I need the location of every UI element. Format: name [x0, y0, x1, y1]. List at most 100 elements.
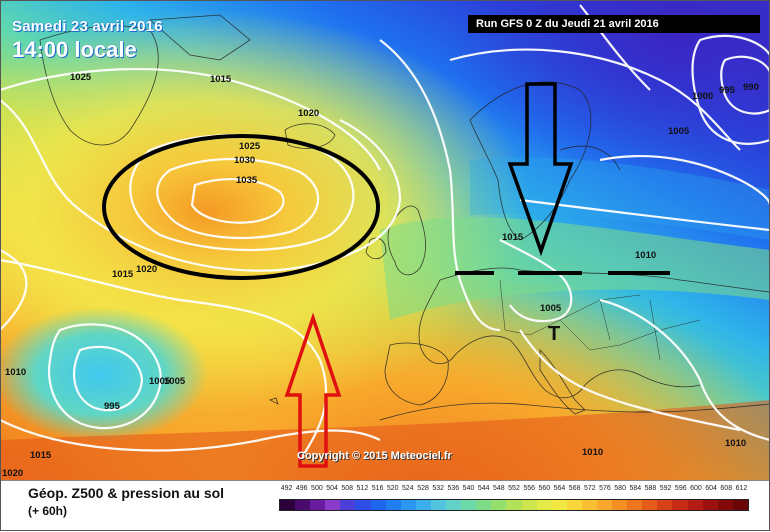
color-scale-swatch: [446, 500, 462, 510]
isobar-label: 1000: [692, 91, 713, 102]
color-scale-label: 612: [735, 485, 748, 492]
color-scale-swatch: [581, 500, 597, 510]
color-scale-swatch: [385, 500, 401, 510]
isobar-label: 1020: [298, 108, 319, 119]
color-scale-swatch: [415, 500, 431, 510]
annotation-up-arrow: [284, 312, 342, 468]
color-scale-swatch: [355, 500, 371, 510]
isobar-label: 1010: [582, 447, 603, 458]
color-scale-label: 524: [402, 485, 414, 492]
color-scale-label: 604: [705, 485, 717, 492]
color-scale-swatch: [672, 500, 688, 510]
isobar-label: 1025: [239, 141, 261, 152]
isobar-label: 995: [104, 401, 121, 412]
color-scale-swatch: [566, 500, 582, 510]
color-scale-swatch: [430, 500, 447, 510]
color-scale-swatch: [657, 500, 673, 510]
color-scale-label: 580: [614, 485, 626, 492]
color-scale-label: 552: [508, 485, 520, 492]
isobar-label: 1010: [725, 438, 746, 449]
color-scale-label: 576: [599, 485, 611, 492]
color-scale-label: 608: [720, 485, 733, 492]
color-scale-label: 504: [326, 485, 338, 492]
model-run-label: Run GFS 0 Z du Jeudi 21 avril 2016: [468, 15, 760, 33]
legend-panel: Géop. Z500 & pression au sol (+ 60h) 492…: [0, 480, 770, 532]
color-scale-label: 560: [538, 485, 551, 492]
isobar-label: 1025: [70, 72, 92, 83]
low-marker: T: [548, 323, 560, 345]
forecast-time: 14:00 locale: [12, 37, 137, 62]
color-scale-swatch: [732, 500, 748, 510]
isobar-labels: 1025 1015 1020 1025 1030 1035 1015 1020 …: [2, 72, 759, 479]
isobar-label: 1015: [30, 450, 52, 461]
color-scale-swatch: [340, 500, 356, 510]
color-scale-swatch: [642, 500, 658, 510]
color-scale-swatch: [702, 500, 718, 510]
coastlines: [39, 14, 770, 421]
isobar-label: 1015: [112, 269, 134, 280]
isobar-label: 1005: [164, 376, 186, 387]
isobar-label: 1005: [540, 303, 562, 314]
isobar-label: 1010: [635, 250, 656, 261]
isobar-label: 1005: [668, 126, 690, 137]
isobar-label: 1030: [234, 155, 255, 166]
color-scale-label: 516: [371, 485, 384, 492]
copyright-text: Copyright © 2015 Meteociel.fr: [297, 450, 452, 462]
color-scale-swatch: [461, 500, 477, 510]
isobar-label: 995: [719, 85, 736, 96]
color-scale-swatch: [506, 500, 522, 510]
color-scale-label: 584: [629, 485, 642, 492]
color-scale-swatch: [521, 500, 537, 510]
color-scale-label: 556: [523, 485, 535, 492]
color-scale-label: 596: [674, 485, 687, 492]
annotation-ellipse: [102, 134, 380, 280]
color-scale-swatch: [551, 500, 567, 510]
forecast-date: Samedi 23 avril 2016: [12, 18, 163, 35]
color-scale-label: 568: [568, 485, 581, 492]
color-scale-label: 528: [417, 485, 429, 492]
color-scale-label: 492: [280, 485, 293, 492]
color-scale-swatch: [596, 500, 613, 510]
color-scale-swatch: [476, 500, 492, 510]
isobar-label: 1020: [2, 468, 23, 479]
legend-title: Géop. Z500 & pression au sol: [28, 485, 225, 501]
color-scale-swatch: [627, 500, 643, 510]
color-scale-swatch: [295, 500, 311, 510]
color-scale-bar: [279, 499, 749, 511]
color-scale-label: 600: [690, 485, 702, 492]
color-scale-label: 532: [432, 485, 445, 492]
color-scale-swatch: [400, 500, 416, 510]
color-scale-swatch: [280, 500, 296, 510]
color-scale-label: 520: [386, 485, 399, 492]
color-scale: 492 496 500 504 508 512 516 520 524 528 532 536 540 5…: [279, 483, 749, 523]
color-scale-label: 508: [341, 485, 354, 492]
annotation-down-arrow: [507, 82, 574, 257]
color-scale-label: 544: [477, 485, 490, 492]
color-scale-swatch: [717, 500, 733, 510]
color-scale-label: 548: [492, 485, 505, 492]
color-scale-label: 540: [462, 485, 475, 492]
isobar-label: 990: [743, 82, 759, 93]
color-scale-label: 588: [644, 485, 657, 492]
color-scale-label: 564: [553, 485, 566, 492]
color-scale-swatch: [491, 500, 507, 510]
pressure-map: 1025 1015 1020 1025 1030 1035 1015 1020 …: [0, 0, 770, 480]
isobar-label: 1005: [149, 376, 171, 387]
color-scale-labels: 492 496 500 504 508 512 516 520 524 528 532 536 540 5…: [279, 483, 749, 497]
isobar-label: 1010: [5, 367, 26, 378]
color-scale-label: 500: [311, 485, 323, 492]
isobar-label: 1015: [502, 232, 524, 243]
color-scale-swatch: [536, 500, 552, 510]
color-scale-label: 572: [583, 485, 596, 492]
color-scale-label: 512: [356, 485, 369, 492]
legend-subtitle: (+ 60h): [28, 504, 68, 518]
isobar-label: 1015: [210, 74, 232, 85]
color-scale-swatch: [370, 500, 386, 510]
color-scale-swatch: [310, 500, 326, 510]
isobar-label: 1020: [136, 264, 157, 275]
color-scale-swatch: [687, 500, 703, 510]
color-scale-label: 496: [295, 485, 308, 492]
color-scale-label: 592: [659, 485, 672, 492]
color-scale-swatch: [612, 500, 628, 510]
